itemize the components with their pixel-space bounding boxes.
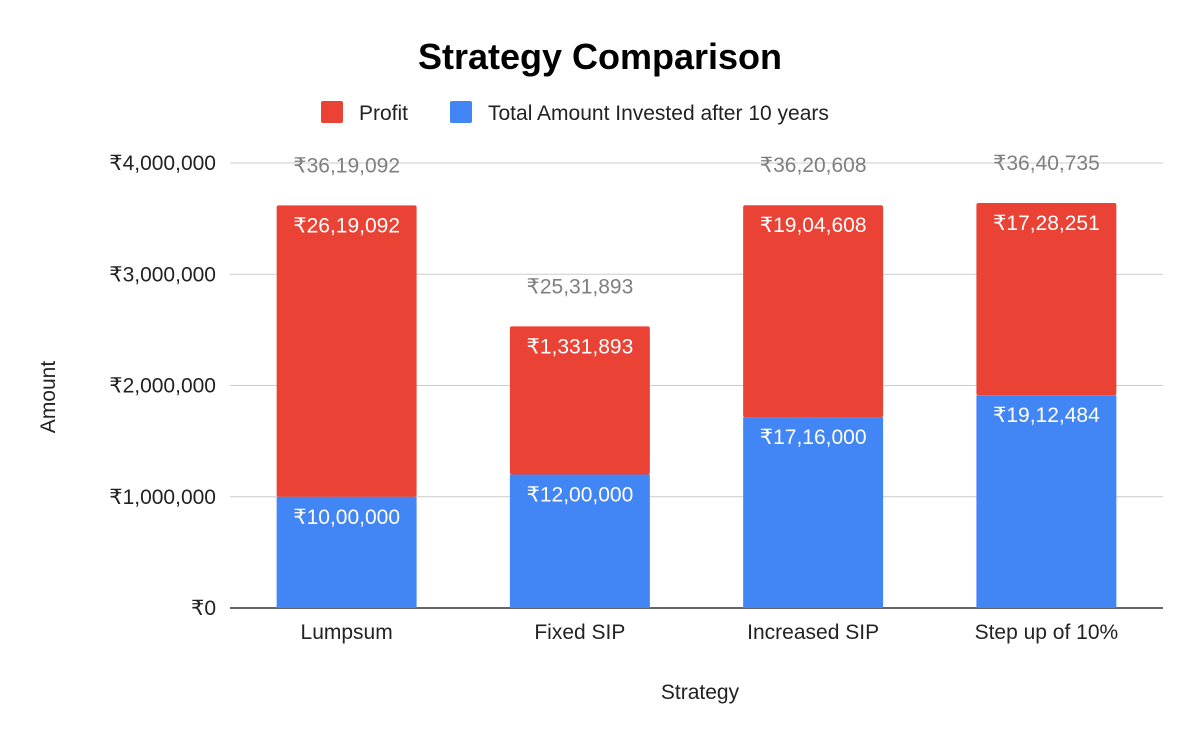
legend-swatch-total-invested	[450, 101, 472, 123]
data-label-invested: ₹19,12,484	[993, 404, 1100, 427]
bars	[276, 202, 1117, 608]
x-tick-label: Lumpsum	[301, 621, 393, 644]
data-label-total: ₹36,19,092	[293, 154, 400, 177]
legend-label-profit: Profit	[359, 102, 408, 125]
segment-data-labels: ₹10,00,000 ₹26,19,092 ₹12,00,000 ₹1,331,893…	[293, 212, 1100, 529]
y-tick-label: ₹3,000,000	[109, 263, 216, 286]
x-tick-label: Fixed SIP	[534, 621, 625, 644]
bar-segment-profit	[509, 326, 650, 475]
legend: Profit Total Amount Invested after 10 ye…	[321, 101, 829, 125]
data-label-invested: ₹17,16,000	[760, 426, 867, 449]
data-label-invested: ₹12,00,000	[526, 484, 633, 507]
y-axis-title: Amount	[37, 361, 60, 434]
bar-segment-profit	[976, 202, 1117, 396]
y-tick-label: ₹0	[191, 597, 216, 620]
data-label-total: ₹36,40,735	[993, 152, 1100, 175]
chart-title: Strategy Comparison	[418, 36, 782, 77]
data-label-invested: ₹10,00,000	[293, 506, 400, 529]
bar-segment-profit	[743, 205, 884, 418]
data-label-profit: ₹1,331,893	[526, 335, 633, 358]
x-axis-tick-labels: Lumpsum Fixed SIP Increased SIP Step up of …	[301, 621, 1119, 644]
x-axis-title: Strategy	[661, 681, 740, 704]
bar-segment-invested	[976, 395, 1117, 608]
bar-segment-invested	[276, 496, 417, 608]
y-axis-tick-labels: ₹0 ₹1,000,000 ₹2,000,000 ₹3,000,000 ₹4,000,0…	[109, 152, 216, 620]
y-tick-label: ₹1,000,000	[109, 486, 216, 509]
legend-label-total-invested: Total Amount Invested after 10 years	[488, 102, 829, 125]
legend-swatch-profit	[321, 101, 343, 123]
total-data-labels: ₹36,19,092 ₹25,31,893 ₹36,20,608 ₹36,40,735	[293, 152, 1100, 298]
data-label-profit: ₹19,04,608	[760, 214, 867, 237]
data-label-total: ₹25,31,893	[526, 275, 633, 298]
x-tick-label: Increased SIP	[747, 621, 879, 644]
bar-segment-invested	[743, 417, 884, 608]
data-label-total: ₹36,20,608	[760, 154, 867, 177]
y-tick-label: ₹2,000,000	[109, 375, 216, 398]
x-tick-label: Step up of 10%	[975, 621, 1119, 644]
bar-segment-invested	[509, 474, 650, 608]
bar-segment-profit	[276, 205, 417, 497]
data-label-profit: ₹17,28,251	[993, 212, 1100, 235]
data-label-profit: ₹26,19,092	[293, 214, 400, 237]
y-tick-label: ₹4,000,000	[109, 152, 216, 175]
